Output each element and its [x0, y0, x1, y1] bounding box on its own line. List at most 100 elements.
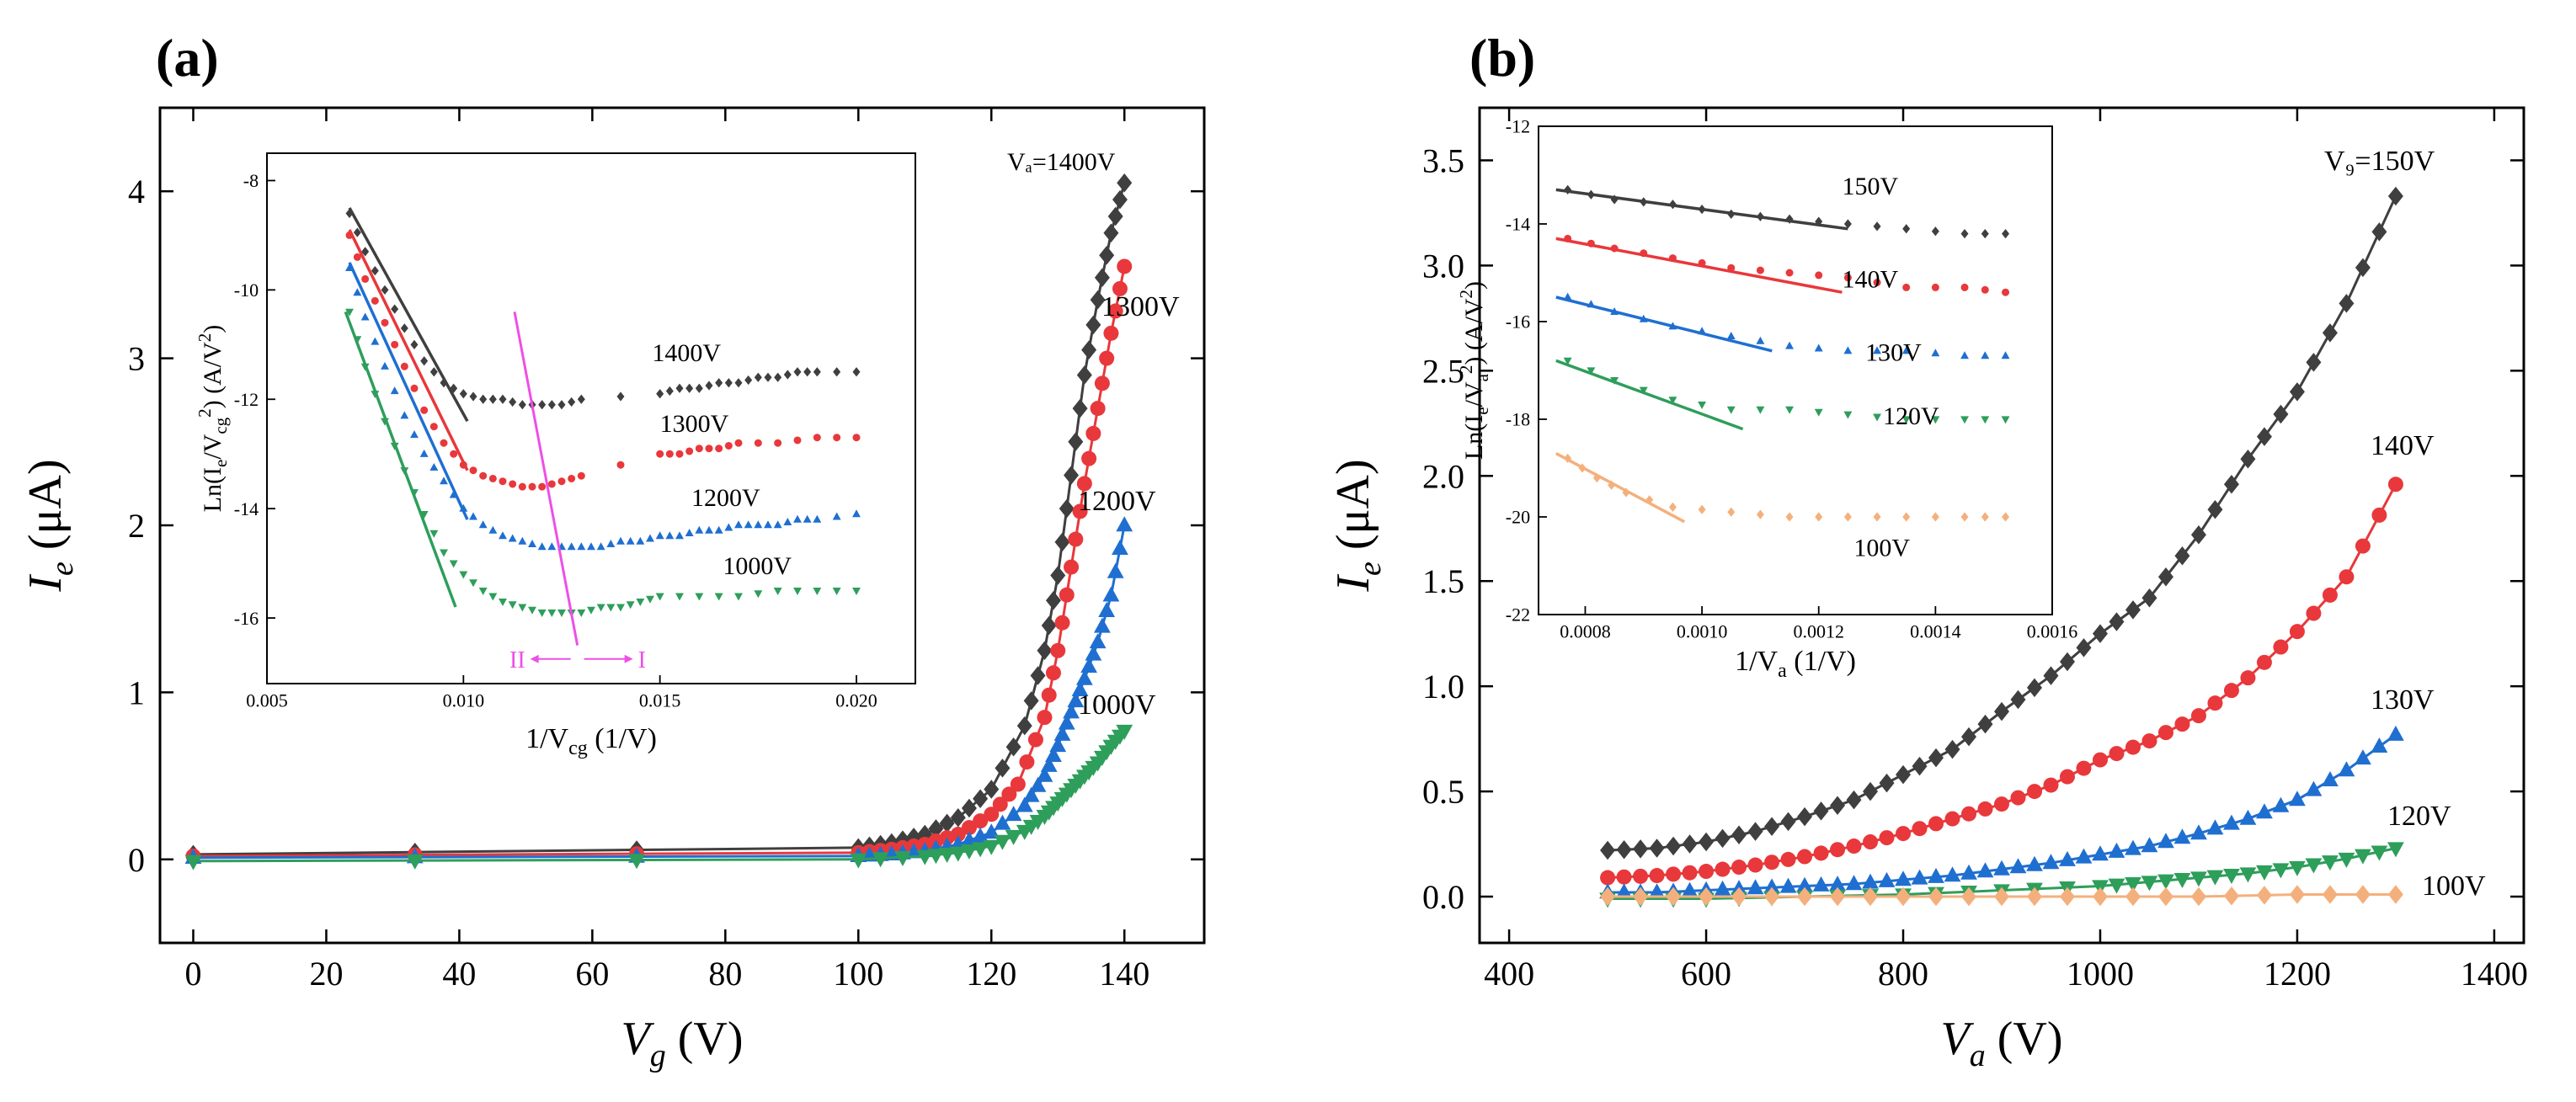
chart-a-inset-point-1300V: [715, 445, 723, 453]
chart-a-point-1200V: [1016, 796, 1033, 812]
chart-b-inset-point-120V: [1843, 411, 1853, 419]
chart-b-inset-point-130V: [1726, 332, 1736, 339]
chart-b-inset: 0.0008 0.0010 0.0012 0.0014 0.0016 -12 -14 -16 -…: [1456, 116, 2077, 682]
chart-a-point-1300V: [984, 807, 1000, 823]
chart-b-point-140V: [1747, 857, 1763, 873]
chart-a-inset-point-1200V: [518, 536, 527, 545]
chart-a-series-1000V: [184, 724, 1133, 870]
chart-a-point-1400V: [1072, 398, 1088, 418]
chart-a-inset-point-1000V: [793, 587, 802, 595]
chart-a-point-1400V: [1041, 615, 1057, 636]
chart-a-point-1000V: [184, 854, 202, 870]
chart-b-ytick-label: 2.5: [1422, 352, 1464, 390]
chart-b-inset-fit-line: [1555, 359, 1744, 431]
chart-b-point-100V: [2223, 886, 2239, 906]
chart-a-inset-point-1000V: [714, 593, 723, 601]
chart-b-point-100V: [2157, 886, 2173, 907]
chart-b-point-130V: [2173, 828, 2191, 844]
chart-b-point-120V: [2141, 876, 2158, 892]
chart-a-inset-point-1300V: [538, 482, 547, 491]
chart-a-inset-point-1400V: [557, 400, 566, 410]
chart-b-point-130V: [1862, 873, 1879, 889]
chart-b-frame: [1478, 106, 2525, 945]
chart-b-point-130V: [2009, 858, 2027, 874]
chart-a-inset-point-1300V: [734, 439, 743, 447]
chart-a-inset-fit-line: [344, 311, 457, 608]
chart-a-inset-point-1200V: [724, 523, 733, 531]
chart-a-point-1300V: [1054, 615, 1070, 631]
chart-b-inset-point-100V: [1668, 502, 1677, 513]
chart-b-point-150V: [2339, 294, 2355, 313]
chart-a-point-1400V: [1023, 691, 1039, 711]
chart-a-point-1200V: [1045, 746, 1062, 762]
chart-a-inset-xtick-label: 0.020: [835, 690, 877, 711]
chart-b-inset-point-140V: [1960, 283, 1969, 291]
chart-a-inset-point-1400V: [695, 383, 703, 393]
chart-b-point-120V: [2206, 870, 2224, 886]
chart-a-point-1400V: [1030, 666, 1046, 685]
chart-b-ytick-label: 0.0: [1422, 878, 1464, 916]
chart-a-inset-point-1300V: [361, 274, 370, 283]
chart-a-inset-point-1300V: [675, 450, 684, 458]
chart-a-point-1000V: [894, 850, 911, 866]
chart-b-inset-point-140V: [2002, 288, 2010, 296]
chart-b-point-100V: [1633, 886, 1649, 907]
chart-a-point-1400V: [984, 780, 1000, 799]
chart-a-point-1300V: [1064, 559, 1080, 575]
chart-b-point-150V: [2043, 666, 2059, 685]
chart-a-inset-point-1000V: [537, 609, 547, 617]
chart-a-point-1400V: [1059, 498, 1075, 519]
chart-b-inset-point-120V: [1756, 406, 1765, 414]
chart-a: 0 20 40 60 80 100 120 140 0 1 2 3 4 Vₐ=1400V 1300V 120…: [19, 106, 1206, 1073]
chart-a-inset-point-1300V: [656, 450, 664, 458]
chart-a-inset-point-1400V: [488, 394, 497, 404]
chart-b-point-100V: [1928, 886, 1944, 907]
chart-a-inset-point-1400V: [391, 304, 399, 314]
chart-a-xtick-label: 140: [1099, 955, 1149, 993]
chart-a-point-1400V: [1090, 290, 1106, 310]
chart-b-point-140V: [1699, 864, 1715, 880]
chart-b-point-100V: [1731, 886, 1747, 907]
chart-b-point-100V: [2289, 885, 2305, 904]
chart-a-inset-point-1200V: [714, 525, 723, 534]
chart-a-point-1400V: [1112, 189, 1128, 210]
chart-b-inset-point-120V: [1901, 416, 1911, 424]
chart-b-inset-xtick-label: 0.0012: [1793, 621, 1844, 642]
chart-b-inset-point-100V: [1843, 512, 1852, 522]
chart-b-inset-point-130V: [1931, 349, 1940, 357]
chart-a-inset-point-1300V: [665, 450, 674, 458]
chart-a-inset-point-1300V: [616, 460, 625, 469]
chart-b-point-130V: [1829, 876, 1846, 892]
chart-a-point-1400V: [1107, 206, 1123, 226]
chart-b-inset-point-130V: [1843, 346, 1853, 354]
chart-b-point-100V: [2059, 886, 2075, 907]
chart-b-point-150V: [1961, 727, 1977, 747]
chart-a-inset-region-arrows: II I: [509, 647, 646, 673]
chart-a-inset-point-1200V: [469, 512, 477, 520]
chart-a-point-1200V: [1036, 766, 1053, 782]
chart-b-point-150V: [2141, 588, 2157, 608]
chart-b-point-150V: [1977, 714, 1993, 734]
chart-b-point-120V: [2190, 871, 2207, 887]
chart-a-inset-point-1400V: [568, 397, 576, 407]
chart-b-point-140V: [1912, 821, 1928, 837]
chart-a-ytick-label: 0: [128, 841, 145, 879]
chart-b-point-130V: [1993, 860, 2010, 876]
chart-a-inset-point-1300V: [813, 434, 821, 442]
chart-a-inset-point-1000V: [557, 609, 566, 617]
chart-b-point-150V: [1994, 701, 2009, 721]
chart-a-inset-point-1200V: [508, 534, 517, 542]
chart-b-point-120V: [2322, 855, 2339, 871]
chart-b-inset-xtick-label: 0.0016: [2027, 621, 2078, 642]
chart-a-point-1200V: [1102, 586, 1120, 602]
chart-b-point-130V: [1796, 876, 1813, 892]
chart-a-inset-point-1300V: [479, 471, 488, 480]
chart-a-point-1400V: [1081, 340, 1097, 359]
chart-a-inset-point-1400V: [833, 367, 841, 377]
chart-b-point-140V: [2371, 507, 2387, 523]
chart-a-inset-point-1300V: [833, 434, 841, 442]
chart-a-point-1200V: [983, 823, 1000, 839]
chart-a-inset-label-1000V: 1000V: [723, 552, 792, 580]
chart-a-inset-point-1200V: [705, 525, 713, 534]
chart-a-point-1200V: [1085, 645, 1102, 661]
